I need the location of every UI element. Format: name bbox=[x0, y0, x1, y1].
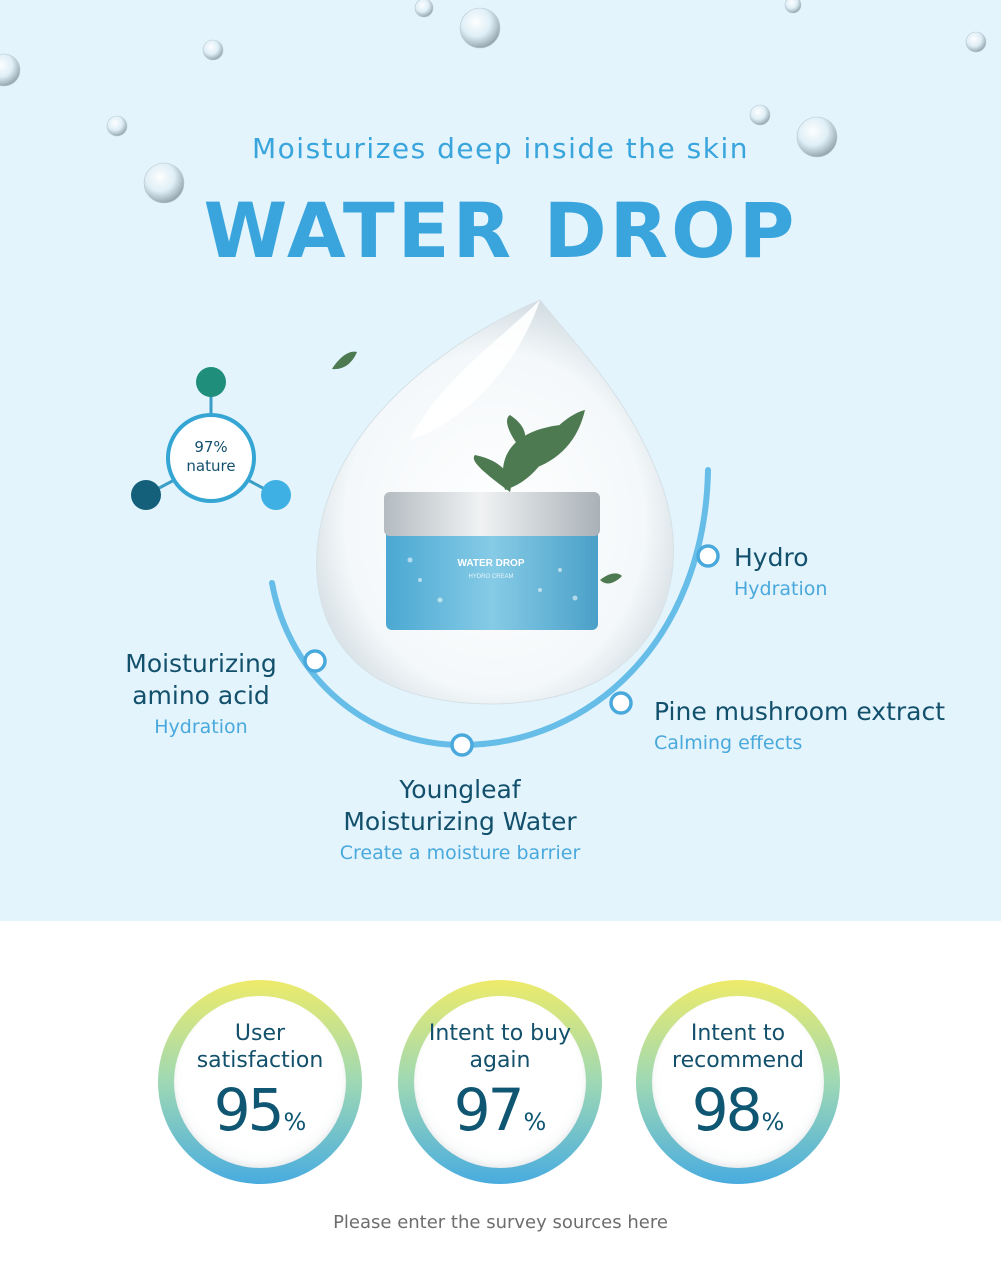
stat-unit: % bbox=[523, 1108, 547, 1136]
ingredient-pine-mushroom: Pine mushroom extract Calming effects bbox=[654, 696, 945, 758]
nature-badge-percent: 97% bbox=[194, 438, 228, 456]
stat-circle: Intent to recommend 98% bbox=[652, 996, 824, 1168]
stat-number: 98 bbox=[691, 1076, 763, 1144]
hero-section: Moisturizes deep inside the skin WATER D… bbox=[0, 0, 1001, 921]
jar-brand: WATER DROP bbox=[457, 558, 524, 569]
water-droplets bbox=[0, 0, 987, 204]
stat-intent-recommend: Intent to recommend 98% bbox=[636, 980, 840, 1184]
stat-label: Intent to buy again bbox=[428, 1021, 572, 1073]
ingredient-subtitle: Hydration bbox=[154, 716, 248, 738]
nature-badge-icon bbox=[131, 367, 291, 510]
stat-intent-buy-again: Intent to buy again 97% bbox=[398, 980, 602, 1184]
stat-label: User satisfaction bbox=[196, 1021, 324, 1073]
survey-source-note: Please enter the survey sources here bbox=[333, 1212, 668, 1233]
ingredient-subtitle: Create a moisture barrier bbox=[339, 842, 581, 864]
stat-value: 95% bbox=[174, 1076, 346, 1144]
ingredient-title: Youngleaf Moisturizing Water bbox=[343, 775, 577, 836]
stat-number: 95 bbox=[213, 1076, 285, 1144]
ingredient-amino-acid: Moisturizing amino acid Hydration bbox=[100, 648, 302, 742]
ingredient-hydro: Hydro Hydration bbox=[734, 542, 827, 604]
stat-circle: Intent to buy again 97% bbox=[414, 996, 586, 1168]
ingredient-youngleaf: Youngleaf Moisturizing Water Create a mo… bbox=[320, 774, 600, 868]
stat-circle: User satisfaction 95% bbox=[174, 996, 346, 1168]
ingredient-subtitle: Calming effects bbox=[654, 732, 803, 754]
stat-label: Intent to recommend bbox=[672, 1021, 804, 1073]
ingredient-dot-youngleaf bbox=[450, 733, 474, 757]
jar-name: HYDRO CREAM bbox=[468, 574, 513, 580]
hero-subtitle: Moisturizes deep inside the skin bbox=[252, 132, 749, 165]
hero-title: WATER DROP bbox=[203, 186, 798, 275]
stat-unit: % bbox=[283, 1108, 307, 1136]
nature-badge-text: 97% nature bbox=[168, 438, 254, 476]
stat-unit: % bbox=[761, 1108, 785, 1136]
ingredient-subtitle: Hydration bbox=[734, 578, 828, 600]
ingredient-title: Pine mushroom extract bbox=[654, 697, 946, 726]
ingredient-title: Moisturizing amino acid bbox=[125, 649, 277, 710]
stat-number: 97 bbox=[453, 1076, 525, 1144]
nature-badge-label: nature bbox=[186, 457, 236, 475]
stat-value: 97% bbox=[414, 1076, 586, 1144]
ingredient-dot-hydro bbox=[696, 544, 720, 568]
ingredient-title: Hydro bbox=[734, 543, 809, 572]
product-illustration: WATER DROP HYDRO CREAM bbox=[131, 299, 720, 757]
ingredient-dot-amino bbox=[303, 649, 327, 673]
stat-user-satisfaction: User satisfaction 95% bbox=[158, 980, 362, 1184]
ingredient-dot-pine bbox=[609, 691, 633, 715]
stat-value: 98% bbox=[652, 1076, 824, 1144]
